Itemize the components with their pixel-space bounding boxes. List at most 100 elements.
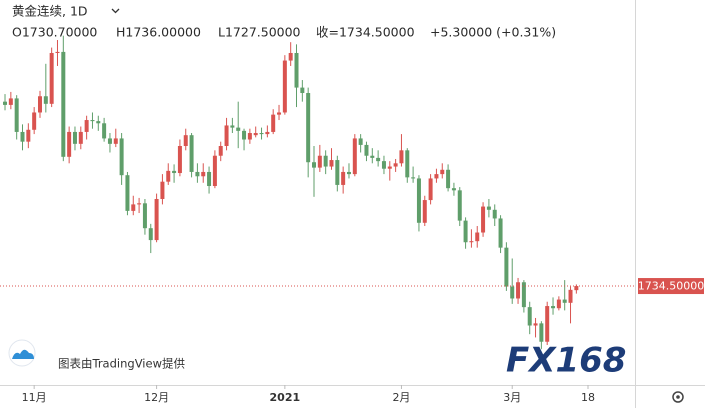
candle-body bbox=[300, 87, 305, 94]
candle-body bbox=[504, 247, 509, 287]
candle-body bbox=[341, 171, 346, 185]
candle-body bbox=[61, 51, 66, 157]
candle-body bbox=[556, 299, 561, 309]
candle-body bbox=[218, 145, 223, 156]
candle-body bbox=[551, 306, 556, 309]
candle-body bbox=[3, 101, 8, 105]
candle-body bbox=[346, 171, 351, 175]
candle-body bbox=[481, 206, 486, 233]
candle-body bbox=[265, 131, 270, 135]
gear-hub bbox=[676, 395, 680, 399]
legend-close: 收=1734.50000 bbox=[316, 25, 415, 40]
candle-body bbox=[405, 150, 410, 178]
candle-body bbox=[428, 178, 433, 201]
candle-body bbox=[562, 299, 567, 303]
candle-body bbox=[242, 130, 247, 140]
candle-body bbox=[411, 177, 416, 179]
candle-body bbox=[486, 206, 491, 210]
fx168-logo: FX168 bbox=[506, 341, 626, 381]
last-price-box bbox=[638, 278, 704, 295]
candle-body bbox=[422, 200, 427, 223]
x-tick-label: 11月 bbox=[22, 391, 47, 404]
candle-body bbox=[416, 178, 421, 223]
candle-body bbox=[14, 98, 19, 132]
candle-body bbox=[317, 155, 322, 168]
x-tick-label: 3月 bbox=[503, 391, 521, 404]
candle-body bbox=[113, 138, 118, 144]
candle-body bbox=[107, 138, 112, 144]
candle-body bbox=[352, 138, 357, 175]
candle-body bbox=[498, 218, 503, 248]
candle-body bbox=[102, 123, 107, 139]
candle-body bbox=[329, 160, 334, 167]
candle-body bbox=[26, 129, 31, 142]
candle-body bbox=[574, 286, 579, 291]
candle-body bbox=[90, 120, 95, 122]
last-price-label: 1734.50000 bbox=[638, 280, 704, 293]
candle-body bbox=[457, 190, 462, 221]
candle-body bbox=[539, 323, 544, 342]
legend-open: O1730.70000 bbox=[12, 25, 97, 40]
candle-body bbox=[131, 204, 136, 211]
candle-body bbox=[20, 131, 25, 142]
candle-body bbox=[212, 155, 217, 187]
x-tick-label: 2021 bbox=[270, 391, 301, 404]
candle-body bbox=[37, 96, 42, 113]
candle-body bbox=[434, 174, 439, 179]
candle-body bbox=[230, 125, 235, 128]
candle-body bbox=[469, 241, 474, 243]
candle-body bbox=[364, 144, 369, 156]
candle-body bbox=[148, 228, 153, 241]
candle-body bbox=[381, 161, 386, 169]
settings-icon[interactable] bbox=[672, 391, 684, 403]
tradingview-credit[interactable]: 图表由TradingView提供 bbox=[8, 339, 185, 371]
candle-body bbox=[253, 133, 258, 136]
candle-body bbox=[160, 181, 165, 199]
chart-title[interactable]: 黄金连续, 1D bbox=[12, 4, 88, 19]
candle-body bbox=[201, 171, 206, 177]
candle-body bbox=[545, 306, 550, 342]
candle-body bbox=[189, 135, 194, 172]
candle-body bbox=[195, 171, 200, 177]
candle-body bbox=[312, 162, 317, 168]
candle-body bbox=[84, 120, 89, 132]
candle-body bbox=[440, 169, 445, 175]
candle-body bbox=[387, 166, 392, 169]
credit-text[interactable]: 图表由TradingView提供 bbox=[58, 357, 185, 371]
candle-body bbox=[142, 203, 147, 229]
candle-body bbox=[154, 198, 159, 241]
x-tick-label: 12月 bbox=[144, 391, 169, 404]
candle-body bbox=[32, 112, 37, 130]
candle-body bbox=[8, 98, 13, 105]
candle-body bbox=[49, 52, 54, 104]
candle-body bbox=[475, 232, 480, 242]
legend: O1730.70000 H1736.00000 L1727.50000 收=17… bbox=[12, 25, 556, 40]
plot-area bbox=[3, 35, 579, 350]
dropdown-icon[interactable] bbox=[111, 8, 120, 14]
candle-body bbox=[446, 169, 451, 189]
candle-body bbox=[207, 171, 212, 187]
candle-body bbox=[492, 209, 497, 219]
x-tick-label: 2月 bbox=[392, 391, 410, 404]
candle-body bbox=[451, 188, 456, 191]
candle-body bbox=[119, 138, 124, 176]
x-tick-label: 18 bbox=[581, 391, 595, 404]
candle-body bbox=[521, 282, 526, 308]
candle-body bbox=[335, 160, 340, 185]
candle-body bbox=[78, 131, 83, 144]
candle-body bbox=[277, 112, 282, 115]
candle-body bbox=[96, 121, 101, 124]
candle-body bbox=[259, 133, 264, 135]
candle-body bbox=[172, 170, 177, 174]
candle-body bbox=[236, 127, 241, 131]
candle-body bbox=[43, 96, 48, 104]
candle-body bbox=[463, 220, 468, 243]
candle-body bbox=[224, 125, 229, 146]
legend-high: H1736.00000 bbox=[116, 25, 201, 40]
candle-body bbox=[125, 175, 130, 211]
candle-body bbox=[527, 307, 532, 326]
candle-body bbox=[358, 138, 363, 145]
candle-body bbox=[370, 155, 375, 158]
